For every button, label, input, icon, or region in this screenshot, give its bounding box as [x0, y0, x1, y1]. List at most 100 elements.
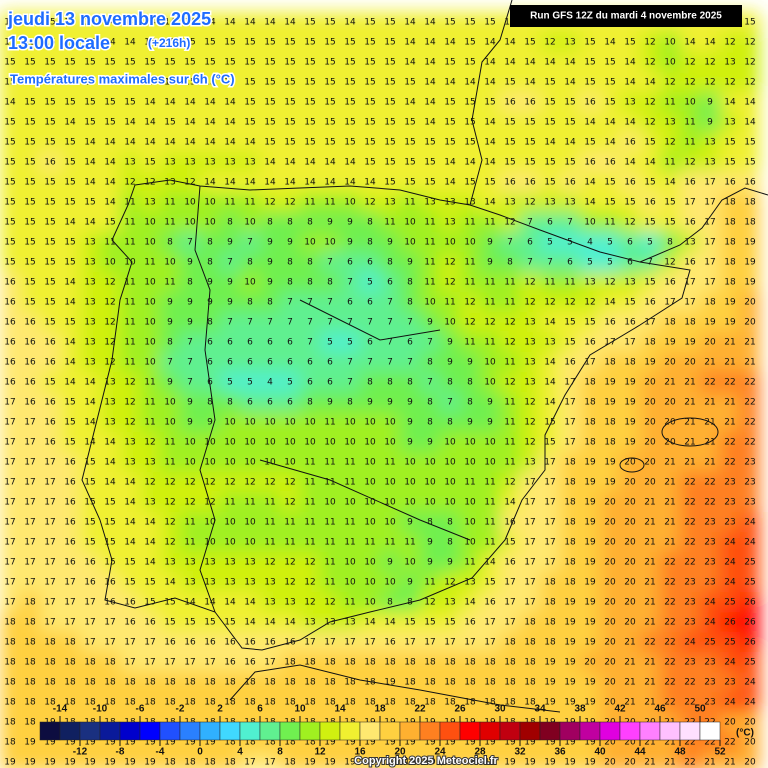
field-cell [700, 232, 720, 252]
field-cell [660, 172, 680, 192]
grid-value: 14 [244, 138, 256, 148]
grid-value: 13 [584, 278, 595, 288]
grid-value: 20 [584, 658, 596, 668]
grid-value: 10 [484, 458, 496, 468]
field-cell [120, 52, 140, 72]
grid-value: 14 [664, 178, 676, 188]
field-cell [220, 52, 240, 72]
field-cell [20, 212, 40, 232]
legend-swatch [99, 721, 121, 741]
field-cell [520, 212, 540, 232]
grid-value: 9 [187, 298, 193, 308]
grid-value: 11 [484, 218, 495, 228]
grid-value: 18 [564, 558, 576, 568]
grid-value: 17 [64, 578, 75, 588]
grid-value: 15 [24, 198, 35, 208]
grid-value: 19 [584, 498, 596, 508]
grid-value: 15 [84, 498, 95, 508]
grid-value: 22 [724, 438, 735, 448]
grid-value: 10 [384, 418, 396, 428]
field-cell [100, 132, 120, 152]
field-cell [400, 52, 420, 72]
field-cell [620, 32, 640, 52]
grid-value: 13 [164, 158, 175, 168]
legend-swatch [419, 721, 441, 741]
grid-value: 11 [404, 538, 415, 548]
grid-value: 9 [347, 238, 353, 248]
field-cell [0, 92, 20, 112]
field-cell [620, 152, 640, 172]
grid-value: 19 [744, 238, 756, 248]
field-cell [480, 192, 500, 212]
grid-value: 17 [4, 598, 15, 608]
field-cell [260, 52, 280, 72]
grid-value: 10 [444, 498, 456, 508]
grid-value: 10 [464, 238, 476, 248]
grid-value: 18 [44, 658, 56, 668]
grid-value: 13 [84, 278, 95, 288]
grid-value: 14 [564, 58, 576, 68]
grid-value: 14 [84, 398, 96, 408]
grid-value: 10 [464, 518, 476, 528]
grid-value: 14 [364, 618, 376, 628]
grid-value: 22 [684, 478, 695, 488]
grid-value: 23 [704, 678, 715, 688]
grid-value: 7 [507, 238, 513, 248]
grid-value: 14 [444, 78, 456, 88]
grid-value: 15 [644, 218, 655, 228]
grid-value: 20 [744, 318, 756, 328]
legend-tick-label: -14 [53, 704, 68, 715]
legend-swatch [239, 721, 261, 741]
grid-value: 15 [364, 38, 375, 48]
grid-value: 19 [584, 678, 596, 688]
field-cell [580, 132, 600, 152]
grid-value: 15 [144, 598, 155, 608]
grid-value: 5 [247, 378, 253, 388]
grid-value: 10 [144, 318, 156, 328]
grid-value: 21 [644, 658, 655, 668]
grid-value: 19 [584, 558, 596, 568]
field-cell [700, 72, 720, 92]
field-cell [560, 32, 580, 52]
field-cell [560, 72, 580, 92]
grid-value: 15 [284, 38, 295, 48]
legend-swatch [299, 721, 321, 741]
field-cell [60, 92, 80, 112]
grid-value: 11 [344, 538, 355, 548]
grid-value: 8 [187, 278, 193, 288]
grid-value: 12 [164, 518, 175, 528]
field-cell [20, 172, 40, 192]
field-cell [60, 52, 80, 72]
grid-value: 18 [564, 478, 576, 488]
field-cell [640, 152, 660, 172]
grid-value: 24 [704, 598, 716, 608]
grid-value: 12 [744, 38, 755, 48]
grid-value: 11 [304, 198, 315, 208]
grid-value: 16 [104, 598, 116, 608]
grid-value: 14 [364, 178, 376, 188]
grid-value: 18 [564, 458, 576, 468]
field-cell [40, 172, 60, 192]
field-cell [60, 112, 80, 132]
grid-value: 14 [484, 38, 496, 48]
grid-value: 16 [224, 658, 236, 668]
grid-value: 15 [104, 58, 115, 68]
grid-value: 17 [4, 458, 15, 468]
grid-value: 14 [124, 498, 136, 508]
grid-value: 15 [204, 58, 215, 68]
field-cell [500, 172, 520, 192]
grid-value: 16 [744, 178, 756, 188]
field-cell [520, 72, 540, 92]
grid-value: 8 [267, 218, 273, 228]
grid-value: 17 [144, 658, 155, 668]
grid-value: 16 [64, 478, 76, 488]
grid-value: 15 [364, 78, 375, 88]
field-cell [140, 172, 160, 192]
grid-value: 22 [724, 738, 735, 748]
grid-value: 18 [504, 678, 516, 688]
field-cell [40, 152, 60, 172]
field-cell [80, 232, 100, 252]
grid-value: 11 [124, 218, 135, 228]
field-cell [320, 212, 340, 232]
grid-value: 19 [564, 598, 576, 608]
